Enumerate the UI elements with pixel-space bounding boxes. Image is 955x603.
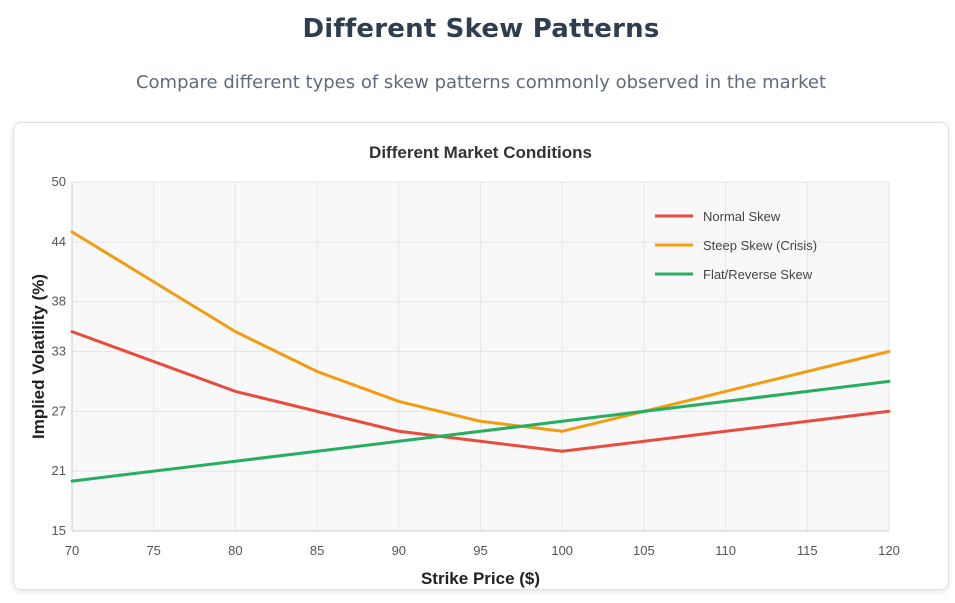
x-tick-label: 75 — [146, 543, 160, 558]
legend-label: Steep Skew (Crisis) — [703, 238, 817, 253]
x-tick-label: 120 — [878, 543, 900, 558]
x-tick-label: 95 — [473, 543, 487, 558]
chart-title: Different Market Conditions — [369, 143, 592, 162]
x-tick-label: 90 — [392, 543, 406, 558]
legend-label: Flat/Reverse Skew — [703, 267, 813, 282]
y-tick-label: 33 — [52, 344, 66, 359]
x-tick-label: 115 — [797, 543, 818, 558]
x-tick-label: 80 — [228, 543, 242, 558]
x-axis-title: Strike Price ($) — [421, 569, 540, 588]
y-tick-label: 50 — [52, 174, 66, 189]
x-tick-label: 110 — [715, 543, 736, 558]
y-axis-title: Implied Volatility (%) — [29, 274, 48, 439]
line-chart: 70 75 80 85 90 95 100 105 110 115 120 15 21 27 33 38 44 5… — [29, 143, 900, 588]
y-tick-label: 15 — [52, 523, 66, 538]
x-tick-label: 100 — [551, 543, 573, 558]
page-subtitle: Compare different types of skew patterns… — [135, 72, 827, 93]
series-line-3 — [70, 379, 891, 483]
y-tick-label: 38 — [52, 294, 66, 309]
x-tick-label: 70 — [65, 543, 79, 558]
legend-label: Normal Skew — [703, 209, 781, 224]
x-tick-label: 85 — [310, 543, 324, 558]
x-tick-label: 105 — [633, 543, 655, 558]
y-tick-label: 27 — [52, 403, 66, 418]
page-title: Different Skew Patterns — [302, 14, 660, 44]
series-line-1 — [70, 330, 891, 453]
chart-card: 70 75 80 85 90 95 100 105 110 115 120 15 21 27 33 38 44 5… — [13, 122, 949, 590]
series-line-2 — [70, 230, 891, 433]
y-tick-label: 44 — [52, 234, 66, 249]
y-tick-label: 21 — [52, 463, 66, 478]
